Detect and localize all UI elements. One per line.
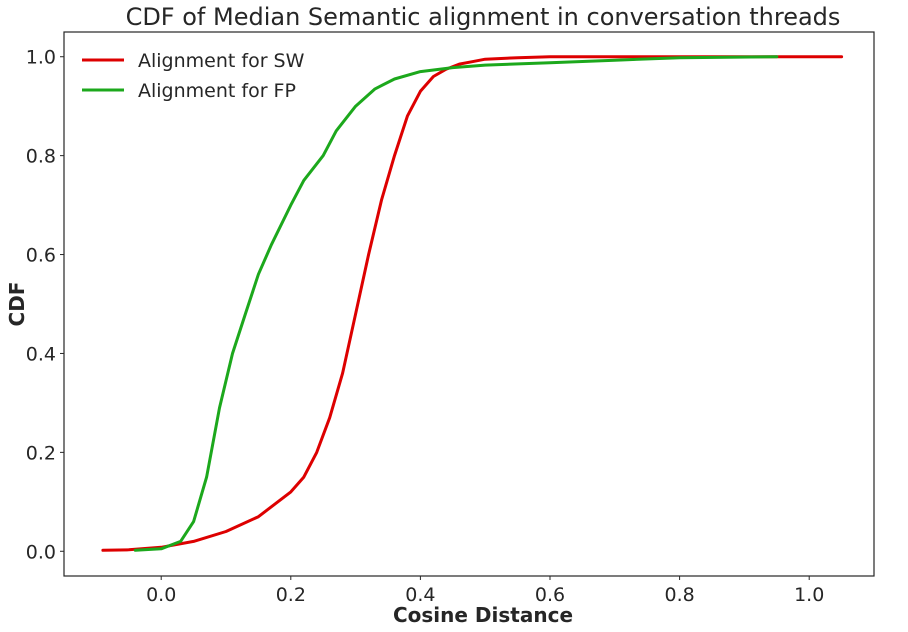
plot-frame xyxy=(63,31,875,577)
x-axis-label: Cosine Distance xyxy=(393,603,573,627)
y-axis: 0.0 0.2 0.4 0.6 0.8 1.0 xyxy=(26,47,64,563)
y-tick-label: 0.8 xyxy=(26,146,56,168)
x-tick-label: 0.8 xyxy=(664,584,694,606)
y-axis-label: CDF xyxy=(5,282,29,327)
x-tick-label: 0.6 xyxy=(535,584,565,606)
x-tick-label: 0.0 xyxy=(146,584,176,606)
x-tick-label: 0.4 xyxy=(405,584,435,606)
legend: Alignment for SW Alignment for FP xyxy=(82,50,305,102)
legend-label-fp: Alignment for FP xyxy=(138,80,296,102)
y-tick-label: 0.2 xyxy=(26,442,56,464)
y-tick-label: 0.0 xyxy=(26,541,56,563)
x-tick-label: 1.0 xyxy=(794,584,824,606)
x-axis: 0.0 0.2 0.4 0.6 0.8 1.0 xyxy=(146,576,824,606)
chart-title: CDF of Median Semantic alignment in conv… xyxy=(126,3,841,31)
series-layer xyxy=(101,55,844,552)
legend-label-sw: Alignment for SW xyxy=(138,50,305,72)
y-tick-label: 0.4 xyxy=(26,343,56,365)
series-line-fp xyxy=(133,55,779,552)
y-tick-label: 0.6 xyxy=(26,245,56,267)
series-line-sw xyxy=(101,55,844,552)
y-tick-label: 1.0 xyxy=(26,47,56,69)
x-tick-label: 0.2 xyxy=(276,584,306,606)
